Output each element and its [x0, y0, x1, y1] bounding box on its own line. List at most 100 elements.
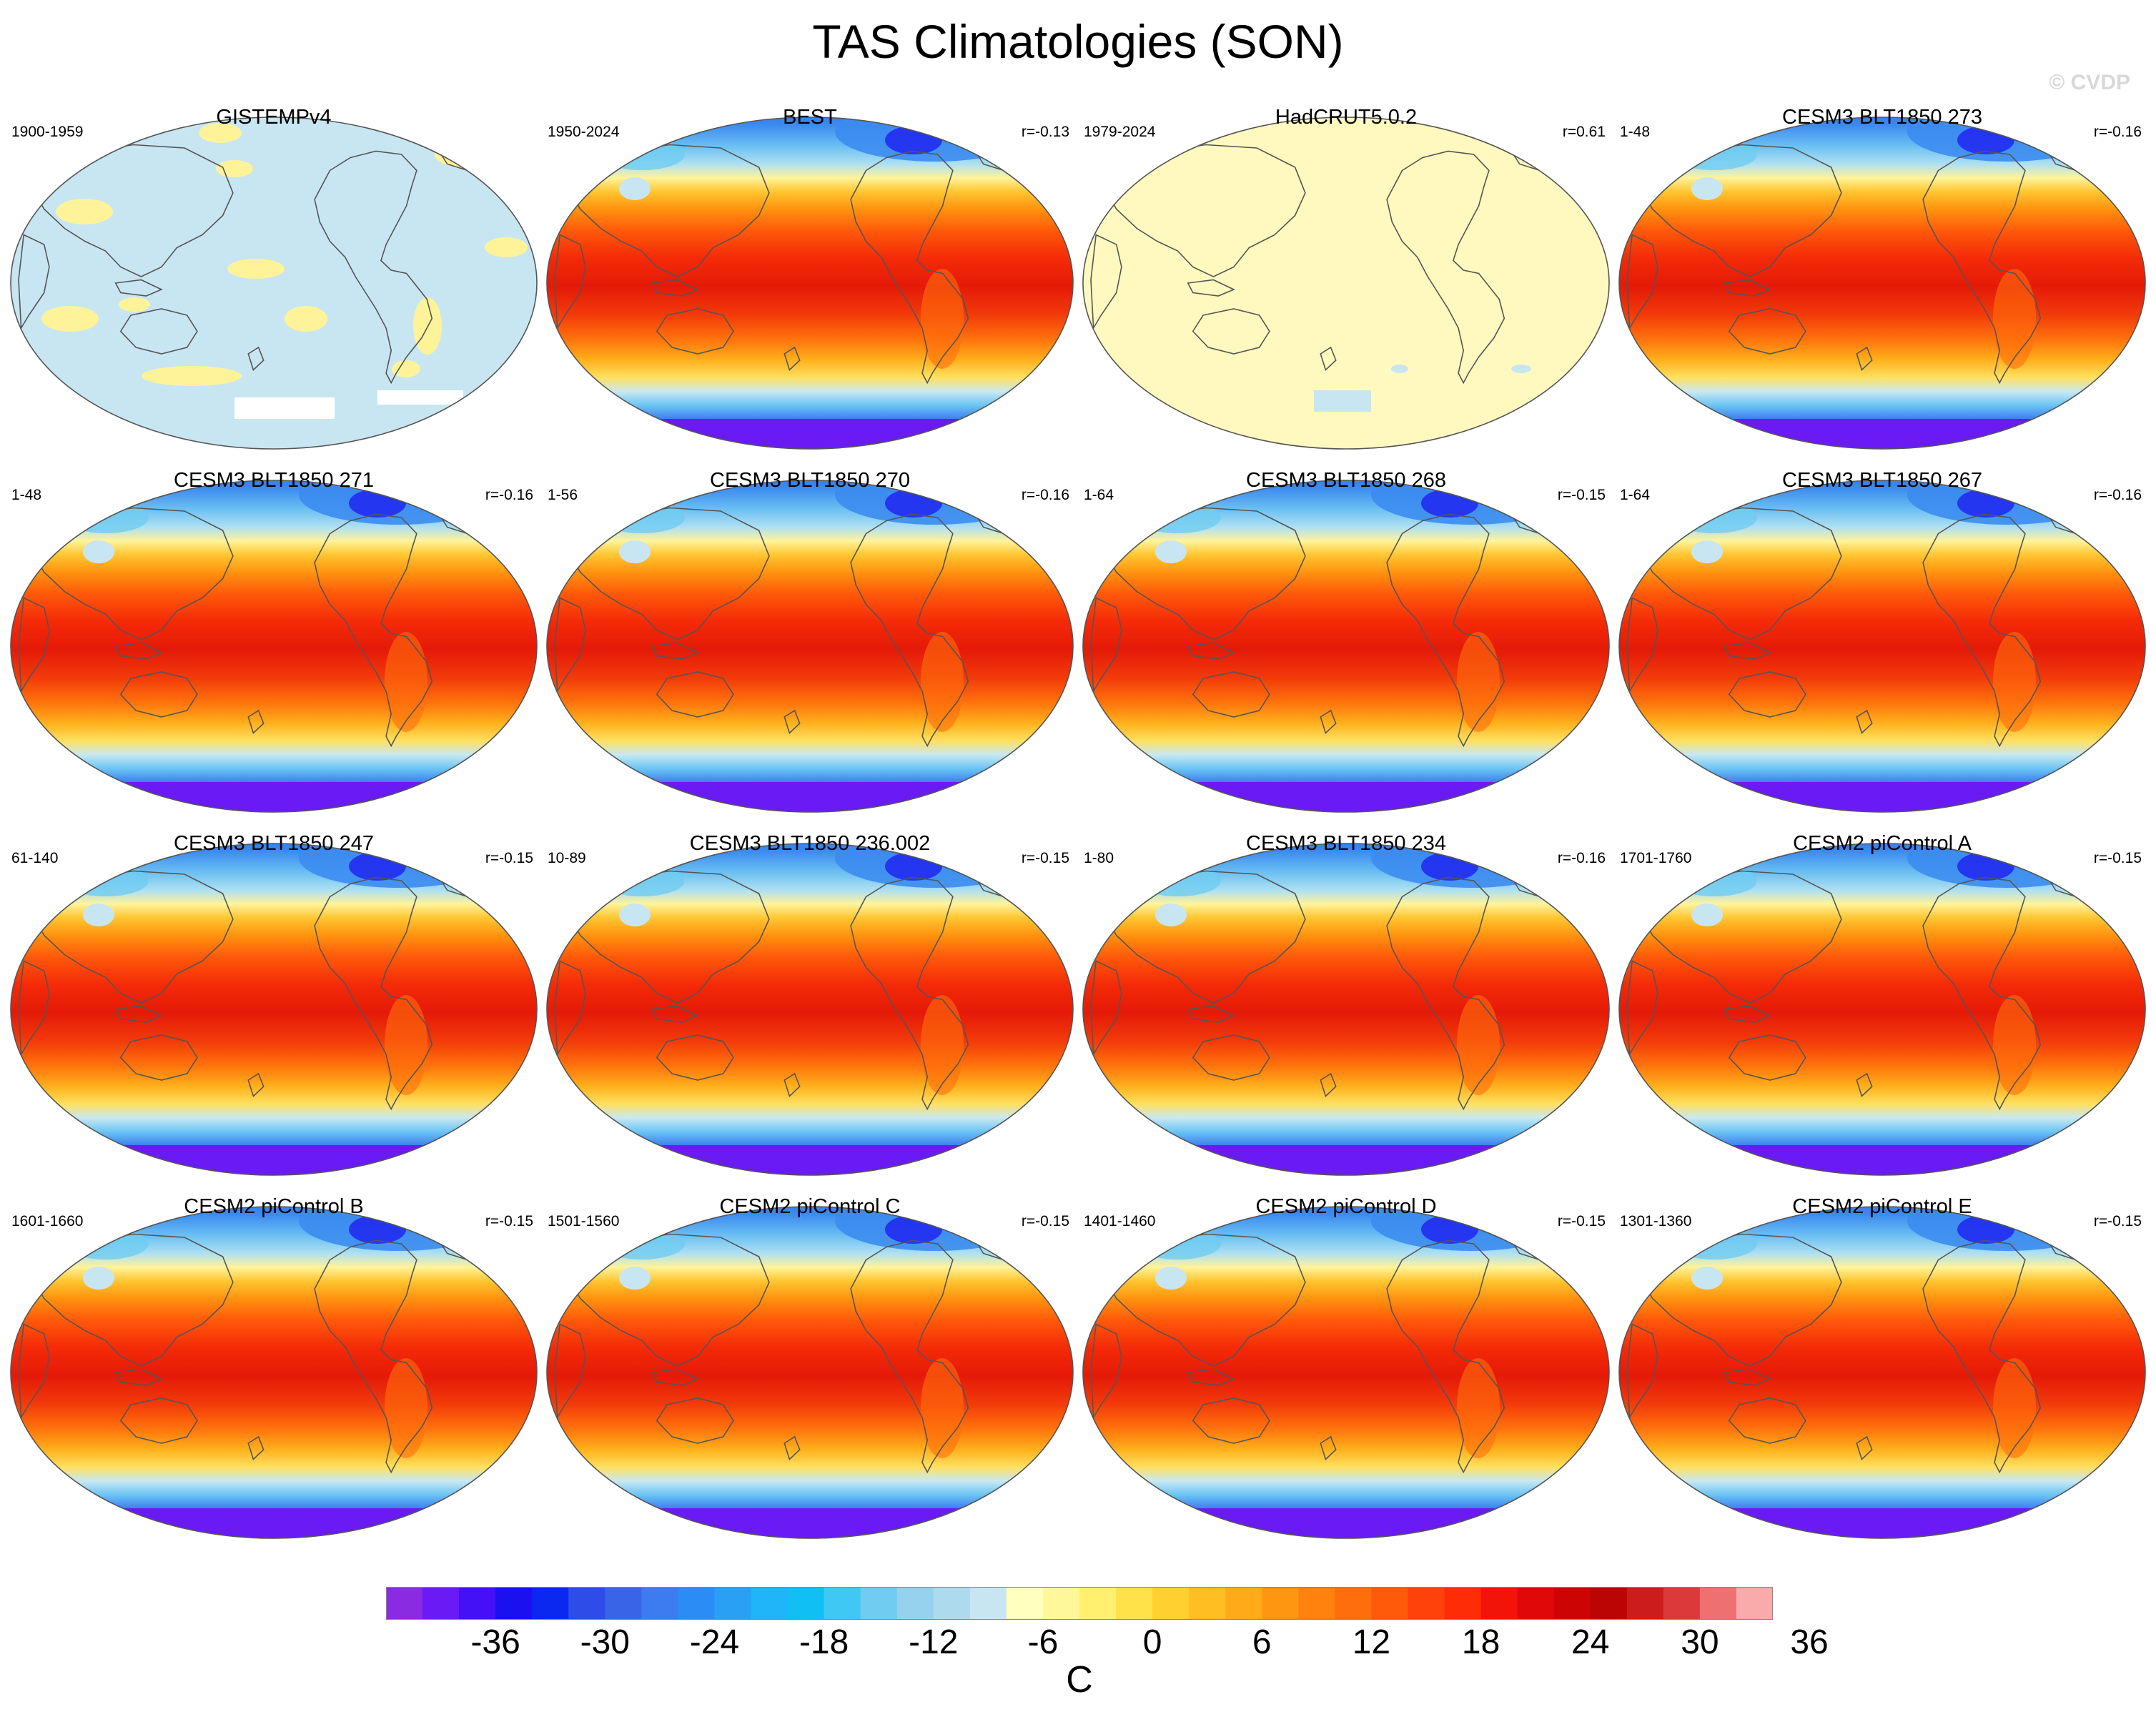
- panel-title: CESM3 BLT1850 268: [1246, 469, 1446, 492]
- panel-period: 1701-1760: [1620, 850, 1692, 866]
- colorbar-units: C: [1066, 1659, 1093, 1701]
- panel-correlation: r=-0.16: [2093, 124, 2142, 140]
- colorbar-segment: [1553, 1587, 1591, 1620]
- map-plot: [10, 117, 538, 450]
- colorbar-tick-label: 18: [1461, 1623, 1500, 1661]
- colorbar-segment: [1408, 1587, 1445, 1620]
- panel-period: 1601-1660: [11, 1213, 84, 1229]
- colorbar-tick-label: -6: [1027, 1623, 1059, 1661]
- colorbar-tick-label: 30: [1681, 1623, 1719, 1661]
- colorbar-tick-label: -36: [470, 1623, 520, 1661]
- colorbar-segment: [568, 1587, 605, 1620]
- panel-period: 1-64: [1620, 487, 1651, 503]
- map-panel: CESM3 BLT1850 271 1-48 r=-0.16: [6, 467, 542, 818]
- colorbar-tick-label: -24: [689, 1623, 740, 1661]
- map-panel: CESM2 piControl E 1301-1360 r=-0.15: [1614, 1194, 2150, 1544]
- map-panel: GISTEMPv4 1900-1959: [6, 104, 542, 455]
- colorbar-tick-label: 24: [1571, 1623, 1610, 1661]
- panel-correlation: r=-0.15: [485, 850, 533, 866]
- colorbar-segment: [495, 1587, 533, 1620]
- colorbar-segment: [751, 1587, 788, 1620]
- map-panel: CESM2 piControl A 1701-1760 r=-0.15: [1614, 831, 2150, 1181]
- colorbar-tick-label: 12: [1352, 1623, 1391, 1661]
- map-plot: [1618, 117, 2146, 450]
- map-plot: [1618, 843, 2146, 1176]
- panel-period: 1-48: [11, 487, 42, 503]
- colorbar-segment: [969, 1587, 1007, 1620]
- colorbar-segment: [860, 1587, 898, 1620]
- colorbar-segment: [1590, 1587, 1628, 1620]
- panel-title: BEST: [783, 106, 837, 129]
- map-plot: [546, 1206, 1074, 1539]
- colorbar-segment: [1626, 1587, 1664, 1620]
- panel-correlation: r=-0.15: [1557, 487, 1606, 503]
- colorbar-segment: [787, 1587, 825, 1620]
- panel-title: CESM3 BLT1850 273: [1782, 106, 1982, 129]
- panel-correlation: r=-0.16: [1021, 487, 1069, 503]
- map-panel: CESM2 piControl D 1401-1460 r=-0.15: [1078, 1194, 1614, 1544]
- panel-title: CESM2 piControl E: [1792, 1195, 1972, 1218]
- colorbar-segment: [1152, 1587, 1190, 1620]
- map-plot: [1618, 480, 2146, 813]
- map-plot: [10, 1206, 538, 1539]
- panel-title: CESM3 BLT1850 270: [710, 469, 910, 492]
- colorbar-tick-label: 6: [1252, 1623, 1272, 1661]
- colorbar-segment: [605, 1587, 642, 1620]
- panel-title: CESM3 BLT1850 271: [174, 469, 374, 492]
- panel-correlation: r=-0.15: [2093, 850, 2142, 866]
- colorbar-segment: [1298, 1587, 1335, 1620]
- panel-correlation: r=-0.16: [1557, 850, 1606, 866]
- panel-period: 61-140: [11, 850, 59, 866]
- map-plot: [546, 843, 1074, 1176]
- map-panel: CESM3 BLT1850 267 1-64 r=-0.16: [1614, 467, 2150, 818]
- map-panel: HadCRUT5.0.2 1979-2024 r=0.61: [1078, 104, 1614, 455]
- colorbar-tick-label: -12: [909, 1623, 959, 1661]
- colorbar-segment: [1480, 1587, 1518, 1620]
- panel-period: 1900-1959: [11, 124, 84, 140]
- map-panel: CESM3 BLT1850 236.002 10-89 r=-0.15: [542, 831, 1078, 1181]
- map-panel: BEST 1950-2024 r=-0.13: [542, 104, 1078, 455]
- panel-title: CESM3 BLT1850 267: [1782, 469, 1982, 492]
- panel-correlation: r=-0.13: [1021, 124, 1069, 140]
- panel-correlation: r=-0.15: [1557, 1213, 1606, 1229]
- colorbar-tick-label: 36: [1790, 1623, 1829, 1661]
- map-panel: CESM3 BLT1850 247 61-140 r=-0.15: [6, 831, 542, 1181]
- colorbar-segment: [1699, 1587, 1737, 1620]
- map-plot: [1618, 1206, 2146, 1539]
- panel-period: 1-64: [1084, 487, 1114, 503]
- map-panel: CESM2 piControl C 1501-1560 r=-0.15: [542, 1194, 1078, 1544]
- panel-title: HadCRUT5.0.2: [1275, 106, 1418, 129]
- colorbar-segment: [824, 1587, 861, 1620]
- panel-period: 10-89: [548, 850, 586, 866]
- colorbar-segment: [1042, 1587, 1080, 1620]
- colorbar-segment: [714, 1587, 752, 1620]
- panel-title: CESM2 piControl C: [719, 1195, 901, 1218]
- panel-title: CESM3 BLT1850 236.002: [689, 832, 931, 855]
- colorbar-segment: [1371, 1587, 1408, 1620]
- colorbar-tick-label: -18: [798, 1623, 849, 1661]
- panel-title: CESM2 piControl D: [1255, 1195, 1437, 1218]
- panel-correlation: r=-0.15: [2093, 1213, 2142, 1229]
- colorbar-segment: [678, 1587, 715, 1620]
- panel-period: 1401-1460: [1084, 1213, 1156, 1229]
- map-plot: [1082, 117, 1610, 450]
- panel-period: 1950-2024: [548, 124, 620, 140]
- figure-title: TAS Climatologies (SON): [812, 15, 1344, 68]
- panel-title: CESM3 BLT1850 234: [1246, 832, 1446, 855]
- panel-title: CESM2 piControl B: [184, 1195, 364, 1218]
- map-panel: CESM3 BLT1850 270 1-56 r=-0.16: [542, 467, 1078, 818]
- panel-period: 1-80: [1084, 850, 1114, 866]
- panel-period: 1979-2024: [1084, 124, 1156, 140]
- map-plot: [1082, 1206, 1610, 1539]
- panel-title: CESM3 BLT1850 247: [174, 832, 374, 855]
- colorbar-segment: [1517, 1587, 1555, 1620]
- panel-title: GISTEMPv4: [216, 106, 332, 129]
- watermark: © CVDP: [2049, 71, 2130, 94]
- colorbar-segment: [1335, 1587, 1372, 1620]
- panel-correlation: r=-0.15: [485, 1213, 533, 1229]
- map-plot: [10, 480, 538, 813]
- panel-period: 1301-1360: [1620, 1213, 1692, 1229]
- colorbar-segment: [1116, 1587, 1153, 1620]
- colorbar-segment: [1006, 1587, 1044, 1620]
- colorbar-segment: [459, 1587, 496, 1620]
